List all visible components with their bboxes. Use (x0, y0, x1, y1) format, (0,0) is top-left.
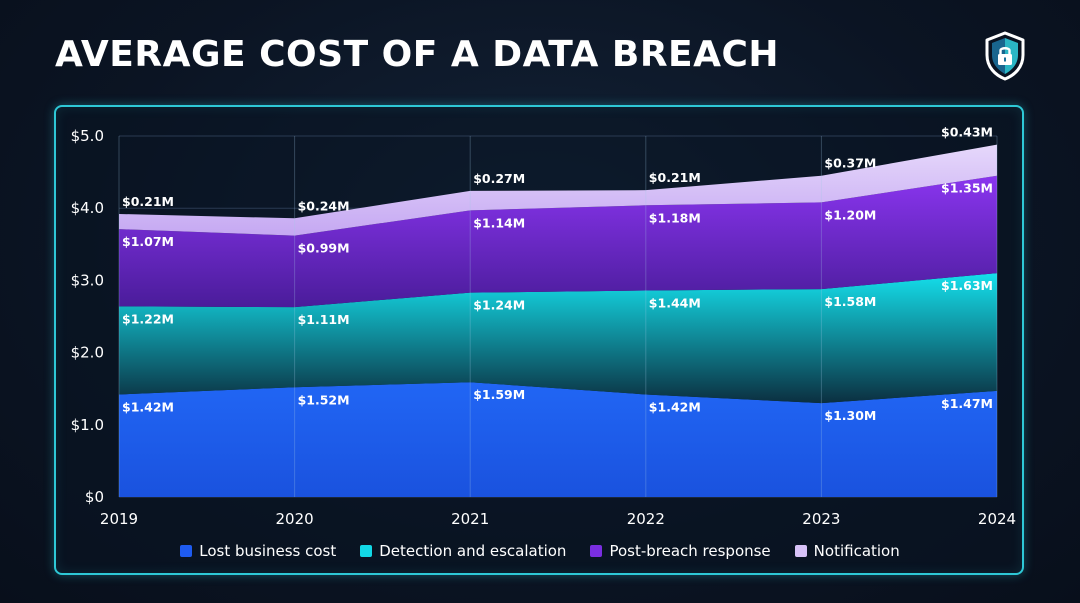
y-tick-label: $5.0 (71, 127, 104, 145)
x-tick-label: 2022 (627, 510, 665, 528)
data-label: $1.07M (122, 234, 174, 249)
data-label: $1.35M (941, 181, 993, 196)
y-tick-label: $1.0 (71, 416, 104, 434)
data-label: $1.47M (941, 396, 993, 411)
data-label: $1.42M (122, 399, 174, 414)
x-tick-label: 2020 (276, 510, 314, 528)
legend-label: Lost business cost (199, 542, 337, 560)
chart-title: AVERAGE COST OF A DATA BREACH (55, 34, 780, 75)
data-label: $0.21M (649, 170, 701, 185)
legend-swatch (590, 545, 603, 557)
area-post-breach-response (119, 175, 997, 308)
data-label: $1.20M (824, 207, 876, 222)
data-label: $1.18M (649, 210, 701, 225)
x-tick-label: 2024 (978, 510, 1016, 528)
chart-legend: Lost business cost Detection and escalati… (0, 542, 1080, 560)
x-tick-label: 2021 (451, 510, 489, 528)
data-label: $1.44M (649, 296, 701, 311)
data-label: $1.58M (824, 294, 876, 309)
data-label: $1.11M (298, 312, 350, 327)
x-tick-label: 2019 (100, 510, 138, 528)
data-label: $1.24M (473, 298, 525, 313)
data-label: $0.99M (298, 241, 350, 256)
data-label: $1.14M (473, 215, 525, 230)
legend-item: Lost business cost (180, 542, 336, 560)
legend-item: Detection and escalation (360, 542, 566, 560)
legend-swatch (360, 545, 373, 557)
legend-item: Post-breach response (590, 542, 771, 560)
area-lost-business-cost (119, 382, 997, 497)
y-tick-label: $3.0 (71, 271, 104, 289)
data-label: $1.30M (824, 408, 876, 423)
data-label: $0.37M (824, 156, 876, 171)
data-label: $1.52M (298, 392, 350, 407)
area-notification (119, 144, 997, 236)
data-label: $1.59M (473, 387, 525, 402)
y-tick-label: $4.0 (71, 199, 104, 217)
x-tick-label: 2023 (802, 510, 840, 528)
data-label: $1.63M (941, 278, 993, 293)
legend-swatch (794, 545, 807, 557)
legend-swatch (180, 545, 193, 557)
legend-item: Notification (794, 542, 900, 560)
area-detection-and-escalation (119, 273, 997, 404)
shield-lock-icon (985, 31, 1025, 81)
y-tick-label: $2.0 (71, 344, 104, 362)
legend-label: Post-breach response (609, 542, 771, 560)
data-label: $0.21M (122, 194, 174, 209)
legend-label: Detection and escalation (379, 542, 567, 560)
data-label: $1.22M (122, 311, 174, 326)
data-label: $1.42M (649, 399, 701, 414)
data-label: $0.43M (941, 125, 993, 140)
y-tick-label: $0 (85, 488, 104, 506)
data-label: $0.27M (473, 171, 525, 186)
data-label: $0.24M (298, 198, 350, 213)
legend-label: Notification (813, 542, 900, 560)
